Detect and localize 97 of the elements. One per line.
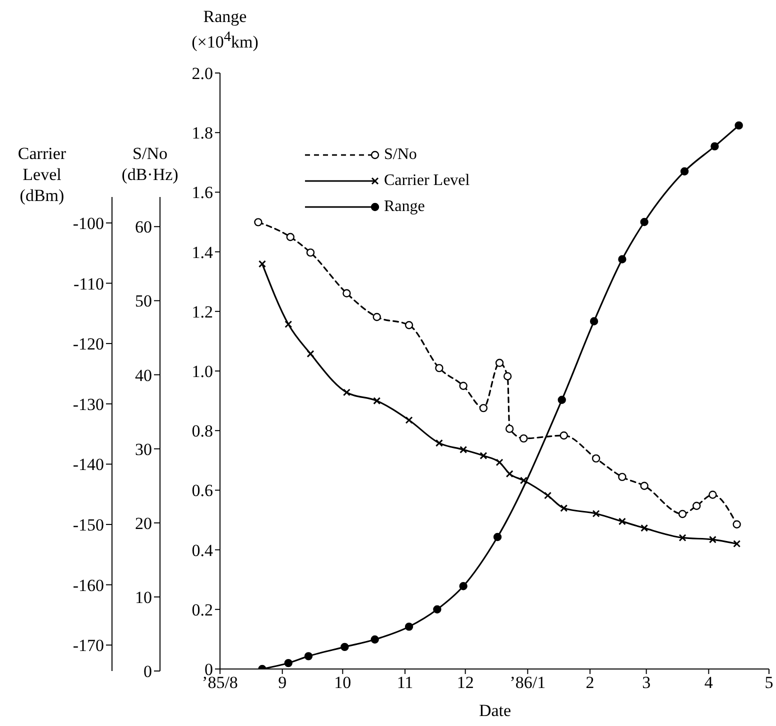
point <box>460 446 468 454</box>
x-tick-label: 4 <box>704 673 714 692</box>
y2-tick-label: 30 <box>135 440 152 459</box>
point <box>640 218 648 226</box>
point <box>680 167 689 176</box>
point <box>733 540 741 548</box>
point <box>618 255 626 264</box>
x-tick-label: 10 <box>334 673 352 692</box>
point <box>558 396 566 404</box>
point <box>520 476 528 484</box>
point <box>459 382 468 390</box>
y3-tick-label: -110 <box>73 274 104 294</box>
point <box>708 490 717 499</box>
y3-tick-label: -140 <box>72 455 104 474</box>
point <box>404 321 414 330</box>
point <box>340 642 349 652</box>
y-tick-label: 1.4 <box>192 242 214 262</box>
point <box>505 424 514 433</box>
y-tick-label: 0.6 <box>192 481 213 500</box>
point <box>258 260 266 268</box>
point <box>373 397 381 405</box>
point <box>433 605 442 614</box>
y3-tick-label: -170 <box>72 636 104 656</box>
point <box>710 142 719 150</box>
point <box>708 536 716 544</box>
point <box>435 364 444 372</box>
y2-tick-label: 10 <box>135 588 152 607</box>
y-tick-label: 0.8 <box>192 422 213 441</box>
x-tick-label: 12 <box>456 673 474 692</box>
point <box>459 582 468 590</box>
y2-tick-label: 20 <box>135 514 152 533</box>
x-tick-label: 9 <box>278 673 287 692</box>
y-axis-title: Range (×10$^{4}$km) <box>190 6 260 53</box>
y2-tick-label: 40 <box>135 366 152 385</box>
point <box>405 416 413 424</box>
point <box>732 520 741 528</box>
y-tick-label: 1.0 <box>192 362 213 382</box>
point <box>372 312 381 322</box>
x-axis-title: Date <box>478 700 512 721</box>
point <box>544 492 552 500</box>
point <box>493 532 502 542</box>
y3-tick-label: -130 <box>72 394 104 414</box>
point <box>306 248 315 257</box>
point <box>370 635 379 644</box>
point <box>592 510 600 518</box>
point <box>503 372 512 380</box>
point <box>304 652 313 660</box>
point <box>306 350 314 358</box>
y3-tick-label: -120 <box>72 334 104 354</box>
y-tick-label: 1.6 <box>192 183 213 202</box>
x-tick-label: 11 <box>396 673 414 692</box>
point <box>506 470 514 478</box>
point <box>692 502 701 510</box>
point <box>496 458 504 466</box>
y3-tick-label: -150 <box>72 515 104 534</box>
y2-tick-label: 60 <box>135 218 152 237</box>
legend-label: Range <box>384 198 425 216</box>
y2-axis-title: S/No (dB·Hz) <box>120 143 180 185</box>
y-tick-label: 2.0 <box>192 64 213 84</box>
y-tick-label: 1.2 <box>192 302 213 322</box>
y2-tick-label: 50 <box>135 292 152 311</box>
y-tick-label: 1.8 <box>192 124 213 143</box>
point <box>284 320 292 328</box>
x-tick-label: 3 <box>642 673 651 692</box>
y3-tick-label: -160 <box>72 576 104 595</box>
point <box>592 454 600 463</box>
point <box>618 472 626 482</box>
y-tick-label: 0.2 <box>192 600 213 620</box>
point <box>286 232 294 242</box>
y2-tick-label: 0 <box>144 662 152 682</box>
point <box>678 534 686 542</box>
y-tick-label: 0.4 <box>192 540 214 560</box>
point <box>480 452 488 460</box>
point <box>678 510 687 518</box>
point <box>640 524 648 532</box>
point <box>342 388 350 396</box>
x-tick-label: ’86/1 <box>510 673 546 692</box>
point <box>618 518 626 526</box>
point <box>284 658 292 668</box>
point <box>479 404 488 412</box>
point <box>560 431 568 440</box>
point <box>560 504 568 512</box>
point <box>520 434 528 443</box>
point <box>495 358 504 367</box>
point <box>590 317 598 326</box>
y3-tick-label: -100 <box>72 214 104 233</box>
point <box>734 121 743 130</box>
point <box>435 439 443 447</box>
y3-axis-title: Carrier Level (dBm) <box>16 143 68 206</box>
legend-label: Carrier Level <box>384 172 470 190</box>
x-tick-label: 2 <box>586 673 594 692</box>
point <box>254 218 262 226</box>
point <box>640 482 648 490</box>
point <box>404 622 414 631</box>
legend-label: S/No <box>384 146 417 164</box>
x-tick-label: 5 <box>764 673 774 692</box>
point <box>342 289 351 298</box>
